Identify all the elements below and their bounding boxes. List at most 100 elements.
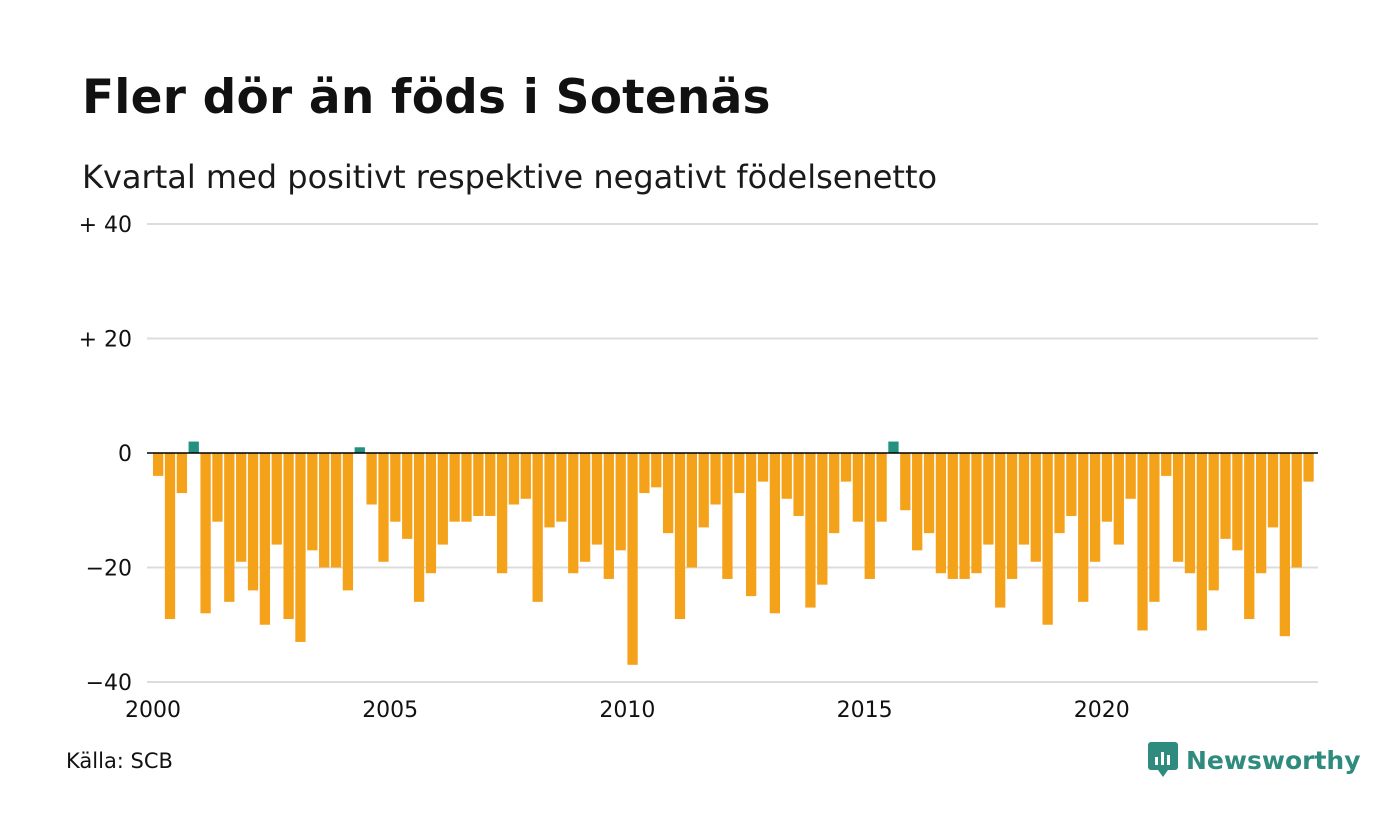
bar-negative: [532, 453, 543, 602]
y-tick-label: 0: [118, 442, 132, 467]
y-tick-label: −40: [86, 671, 132, 696]
bar-negative: [319, 453, 330, 568]
bar-negative: [1232, 453, 1243, 551]
bar-negative: [947, 453, 958, 579]
bar-negative: [330, 453, 342, 568]
bar-negative: [544, 453, 555, 528]
bar-negative: [1101, 453, 1113, 522]
bar-negative: [1054, 453, 1065, 534]
bar-negative: [449, 453, 460, 522]
bar-negative: [1303, 453, 1314, 482]
bar-negative: [1279, 453, 1290, 637]
bar-negative: [1172, 453, 1184, 562]
newsworthy-logo-icon: [1148, 742, 1178, 777]
bar-negative: [686, 453, 697, 568]
bar-negative: [496, 453, 508, 574]
bars: [153, 441, 1314, 665]
bar-negative: [971, 453, 982, 574]
bar-negative: [662, 453, 674, 534]
bar-negative: [200, 453, 211, 614]
bar-negative: [271, 453, 282, 545]
chart-title: Fler dör än föds i Sotenäs: [82, 70, 771, 125]
bar-negative: [591, 453, 603, 545]
bar-negative: [935, 453, 947, 574]
bar-negative: [1220, 453, 1231, 539]
bar-negative: [176, 453, 188, 494]
bar-negative: [1291, 453, 1302, 568]
bar-negative: [556, 453, 567, 522]
bar-negative: [900, 453, 911, 511]
bar-negative: [829, 453, 840, 534]
bar-negative: [734, 453, 745, 494]
bar-negative: [793, 453, 804, 516]
bar-negative: [923, 453, 935, 534]
bar-negative: [983, 453, 994, 545]
x-tick-label: 2005: [362, 698, 418, 723]
bar-negative: [769, 453, 781, 614]
bar-positive: [354, 447, 365, 453]
x-tick-label: 2015: [837, 698, 893, 723]
bar-negative: [1208, 453, 1219, 591]
bar-negative: [212, 453, 223, 522]
y-tick-label: + 20: [79, 328, 132, 353]
bar-negative: [224, 453, 235, 602]
x-tick-label: 2010: [599, 698, 655, 723]
bar-negative: [1066, 453, 1077, 516]
bar-negative: [1149, 453, 1160, 602]
y-tick-label: −20: [86, 557, 132, 582]
bar-negative: [1184, 453, 1196, 574]
bar-negative: [1267, 453, 1279, 528]
bar-negative: [1006, 453, 1018, 579]
bar-negative: [805, 453, 816, 608]
bar-negative: [710, 453, 721, 505]
bar-negative: [568, 453, 579, 574]
bar-negative: [698, 453, 709, 528]
bar-negative: [1089, 453, 1101, 562]
bar-negative: [295, 453, 306, 642]
bar-negative: [1042, 453, 1053, 625]
bar-negative: [674, 453, 686, 620]
bar-negative: [390, 453, 401, 522]
bar-negative: [651, 453, 662, 488]
bar-negative: [1030, 453, 1041, 562]
bar-negative: [508, 453, 520, 505]
bar-negative: [1113, 453, 1124, 545]
bar-negative: [817, 453, 828, 585]
bar-negative: [1196, 453, 1207, 631]
bar-negative: [912, 453, 923, 551]
bar-negative: [283, 453, 294, 620]
bar-negative: [746, 453, 757, 597]
bar-negative: [852, 453, 864, 522]
bar-negative: [864, 453, 875, 579]
bar-negative: [378, 453, 389, 562]
bar-negative: [603, 453, 614, 579]
bar-negative: [722, 453, 733, 579]
bar-negative: [1244, 453, 1255, 620]
bar-negative: [259, 453, 271, 625]
y-tick-label: + 40: [79, 213, 132, 238]
bar-negative: [1125, 453, 1136, 499]
bar-negative: [153, 453, 164, 476]
bar-negative: [615, 453, 626, 551]
bar-negative: [639, 453, 650, 494]
bar-negative: [402, 453, 413, 539]
chart-subtitle: Kvartal med positivt respektive negativt…: [82, 158, 938, 196]
bar-negative: [413, 453, 425, 602]
bar-positive: [188, 441, 199, 453]
bar-negative: [1018, 453, 1030, 545]
bar-negative: [473, 453, 484, 516]
bar-negative: [461, 453, 472, 522]
bar-negative: [781, 453, 792, 499]
bar-negative: [959, 453, 970, 579]
bar-negative: [995, 453, 1006, 608]
bar-negative: [307, 453, 318, 551]
bar-negative: [1137, 453, 1148, 631]
bar-negative: [1255, 453, 1267, 574]
bar-negative: [425, 453, 437, 574]
newsworthy-logo: Newsworthy: [1148, 742, 1361, 778]
bar-negative: [876, 453, 887, 522]
x-tick-label: 2000: [125, 698, 181, 723]
bar-negative: [437, 453, 448, 545]
